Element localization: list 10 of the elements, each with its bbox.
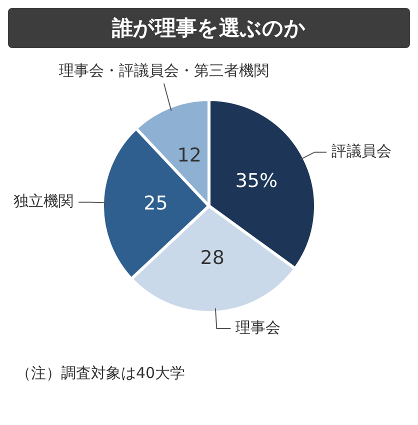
text: （注）調査対象は40大学 bbox=[16, 364, 186, 383]
data-label: 35% bbox=[235, 170, 278, 192]
data-label: 25 bbox=[144, 192, 168, 214]
slice-label: 理事会 bbox=[236, 318, 281, 336]
slice-label: 評議員会 bbox=[332, 142, 392, 160]
data-label: 28 bbox=[200, 247, 224, 270]
chart-title: 誰が理事を選ぶのか bbox=[8, 8, 410, 48]
data-label: 12 bbox=[177, 144, 202, 166]
slice-label: 独立機関 bbox=[14, 192, 74, 210]
slice-label: 理事会・評議員会・第三者機関 bbox=[58, 61, 269, 80]
